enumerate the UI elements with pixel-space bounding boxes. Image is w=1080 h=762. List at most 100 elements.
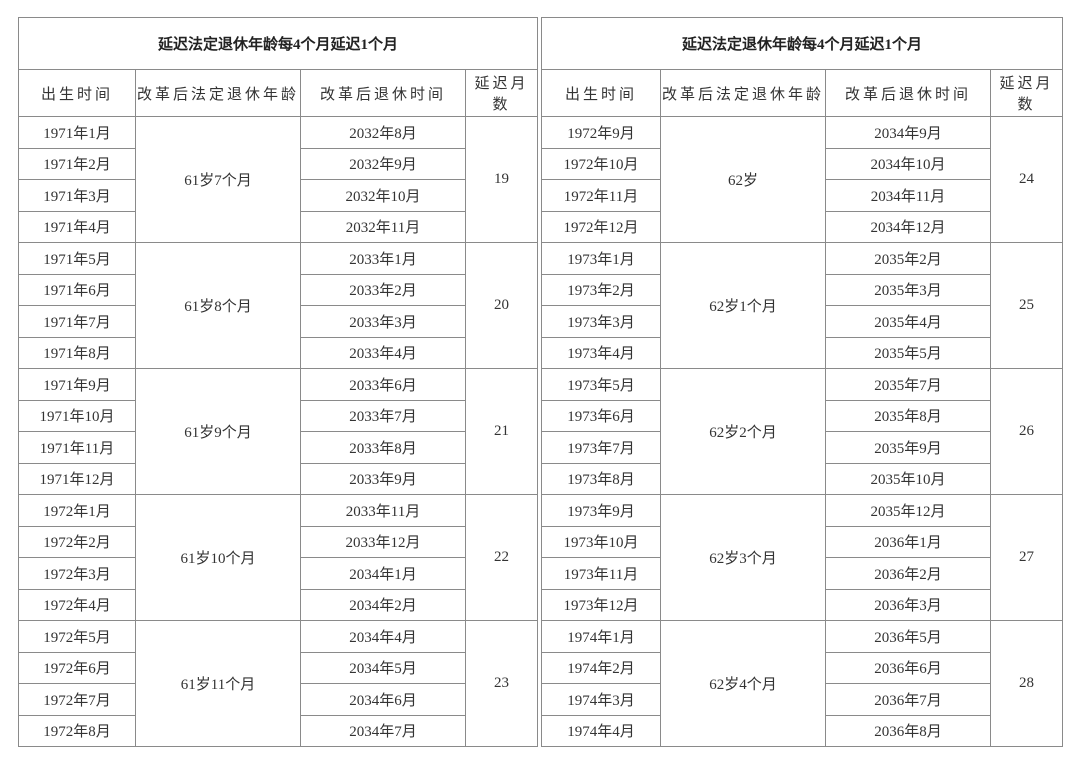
birth-date-cell: 1972年2月 <box>18 525 136 558</box>
table-row: 1973年8月 2035年10月 <box>541 462 1063 495</box>
birth-date-cell: 1972年1月 <box>18 494 136 527</box>
birth-date-cell: 1972年6月 <box>18 651 136 684</box>
birth-date-cell: 1971年9月 <box>18 368 136 401</box>
col-header-retire: 改革后退休时间 <box>300 69 466 117</box>
retirement-date-cell: 2036年5月 <box>825 620 991 653</box>
birth-date-cell: 1974年2月 <box>541 651 661 684</box>
birth-date-cell: 1971年3月 <box>18 179 136 212</box>
retirement-date-cell: 2035年5月 <box>825 336 991 369</box>
delay-months-cell: 19 <box>464 116 539 243</box>
table-row: 1971年12月 2033年9月 <box>18 462 538 495</box>
delay-months-cell: 24 <box>989 116 1064 243</box>
table-row: 1974年2月 2036年6月 <box>541 651 1063 684</box>
table-row: 1972年7月 2034年6月 <box>18 683 538 716</box>
birth-date-cell: 1973年1月 <box>541 242 661 275</box>
birth-date-cell: 1973年4月 <box>541 336 661 369</box>
birth-date-cell: 1971年1月 <box>18 116 136 149</box>
col-header-retire: 改革后退休时间 <box>825 69 991 117</box>
birth-date-cell: 1971年2月 <box>18 147 136 180</box>
table-row: 1972年4月 2034年2月 <box>18 588 538 621</box>
table-body: 1971年1月 61岁7个月 2032年8月 19 1971年2月 2032年9月 1971… <box>18 116 539 747</box>
col-header-delay: 延迟月数 <box>464 69 539 117</box>
table-row: 1972年1月 61岁10个月 2033年11月 22 <box>18 494 539 621</box>
birth-date-cell: 1971年10月 <box>18 399 136 432</box>
birth-date-cell: 1974年1月 <box>541 620 661 653</box>
retirement-age-cell: 62岁 <box>660 116 826 243</box>
table-row: 1971年1月 61岁7个月 2032年8月 19 <box>18 116 539 243</box>
retirement-date-cell: 2033年3月 <box>300 305 466 338</box>
birth-date-cell: 1973年6月 <box>541 399 661 432</box>
col-header-delay: 延迟月数 <box>989 69 1064 117</box>
birth-date-cell: 1972年8月 <box>18 714 136 747</box>
retirement-date-cell: 2035年7月 <box>825 368 991 401</box>
birth-date-cell: 1973年3月 <box>541 305 661 338</box>
retirement-date-cell: 2036年8月 <box>825 714 991 747</box>
table-body: 1972年9月 62岁 2034年9月 24 1972年10月 2034年10月 1972年… <box>541 116 1064 747</box>
table-row: 1971年5月 61岁8个月 2033年1月 20 <box>18 242 539 369</box>
table-row: 1972年10月 2034年10月 <box>541 147 1063 180</box>
retirement-date-cell: 2034年12月 <box>825 210 991 243</box>
retirement-age-cell: 61岁7个月 <box>135 116 301 243</box>
birth-date-cell: 1971年6月 <box>18 273 136 306</box>
birth-date-cell: 1972年9月 <box>541 116 661 149</box>
retirement-date-cell: 2032年11月 <box>300 210 466 243</box>
birth-date-cell: 1971年12月 <box>18 462 136 495</box>
delay-months-cell: 23 <box>464 620 539 747</box>
table-row: 1971年10月 2033年7月 <box>18 399 538 432</box>
retirement-date-cell: 2034年10月 <box>825 147 991 180</box>
retirement-age-cell: 61岁10个月 <box>135 494 301 621</box>
birth-date-cell: 1973年10月 <box>541 525 661 558</box>
delay-months-cell: 28 <box>989 620 1064 747</box>
delay-months-cell: 25 <box>989 242 1064 369</box>
retirement-date-cell: 2035年9月 <box>825 431 991 464</box>
table-row: 1971年6月 2033年2月 <box>18 273 538 306</box>
table-row: 1973年10月 2036年1月 <box>541 525 1063 558</box>
birth-date-cell: 1972年5月 <box>18 620 136 653</box>
retirement-date-cell: 2033年12月 <box>300 525 466 558</box>
birth-date-cell: 1972年3月 <box>18 557 136 590</box>
retirement-date-cell: 2033年11月 <box>300 494 466 527</box>
delay-months-cell: 22 <box>464 494 539 621</box>
table-title: 延迟法定退休年龄每4个月延迟1个月 <box>17 17 539 70</box>
col-header-age: 改革后法定退休年龄 <box>660 69 826 117</box>
retirement-table-right: 延迟法定退休年龄每4个月延迟1个月 出生时间 改革后法定退休年龄 改革后退休时间… <box>540 17 1064 747</box>
retirement-date-cell: 2034年7月 <box>300 714 466 747</box>
retirement-date-cell: 2034年1月 <box>300 557 466 590</box>
retirement-date-cell: 2035年12月 <box>825 494 991 527</box>
birth-date-cell: 1973年5月 <box>541 368 661 401</box>
birth-date-cell: 1972年12月 <box>541 210 661 243</box>
delay-months-cell: 20 <box>464 242 539 369</box>
retirement-age-cell: 61岁11个月 <box>135 620 301 747</box>
birth-date-cell: 1973年12月 <box>541 588 661 621</box>
retirement-date-cell: 2032年8月 <box>300 116 466 149</box>
retirement-date-cell: 2033年6月 <box>300 368 466 401</box>
table-row: 1972年9月 62岁 2034年9月 24 <box>541 116 1064 243</box>
birth-date-cell: 1973年8月 <box>541 462 661 495</box>
retirement-date-cell: 2032年10月 <box>300 179 466 212</box>
retirement-date-cell: 2036年2月 <box>825 557 991 590</box>
retirement-age-cell: 62岁1个月 <box>660 242 826 369</box>
retirement-date-cell: 2033年2月 <box>300 273 466 306</box>
birth-date-cell: 1971年8月 <box>18 336 136 369</box>
table-row: 1972年11月 2034年11月 <box>541 179 1063 212</box>
retirement-date-cell: 2035年2月 <box>825 242 991 275</box>
retirement-date-cell: 2034年6月 <box>300 683 466 716</box>
table-row: 1973年7月 2035年9月 <box>541 431 1063 464</box>
retirement-age-cell: 61岁8个月 <box>135 242 301 369</box>
delay-months-cell: 26 <box>989 368 1064 495</box>
birth-date-cell: 1973年7月 <box>541 431 661 464</box>
table-row: 1973年9月 62岁3个月 2035年12月 27 <box>541 494 1064 621</box>
retirement-date-cell: 2033年8月 <box>300 431 466 464</box>
birth-date-cell: 1973年11月 <box>541 557 661 590</box>
retirement-date-cell: 2032年9月 <box>300 147 466 180</box>
birth-date-cell: 1972年11月 <box>541 179 661 212</box>
birth-date-cell: 1971年7月 <box>18 305 136 338</box>
retirement-date-cell: 2033年7月 <box>300 399 466 432</box>
table-row: 1972年8月 2034年7月 <box>18 714 538 747</box>
table-row: 1973年1月 62岁1个月 2035年2月 25 <box>541 242 1064 369</box>
retirement-date-cell: 2036年6月 <box>825 651 991 684</box>
table-row: 1971年4月 2032年11月 <box>18 210 538 243</box>
table-row: 1974年4月 2036年8月 <box>541 714 1063 747</box>
col-header-birth: 出生时间 <box>541 69 661 117</box>
table-row: 1974年1月 62岁4个月 2036年5月 28 <box>541 620 1064 747</box>
